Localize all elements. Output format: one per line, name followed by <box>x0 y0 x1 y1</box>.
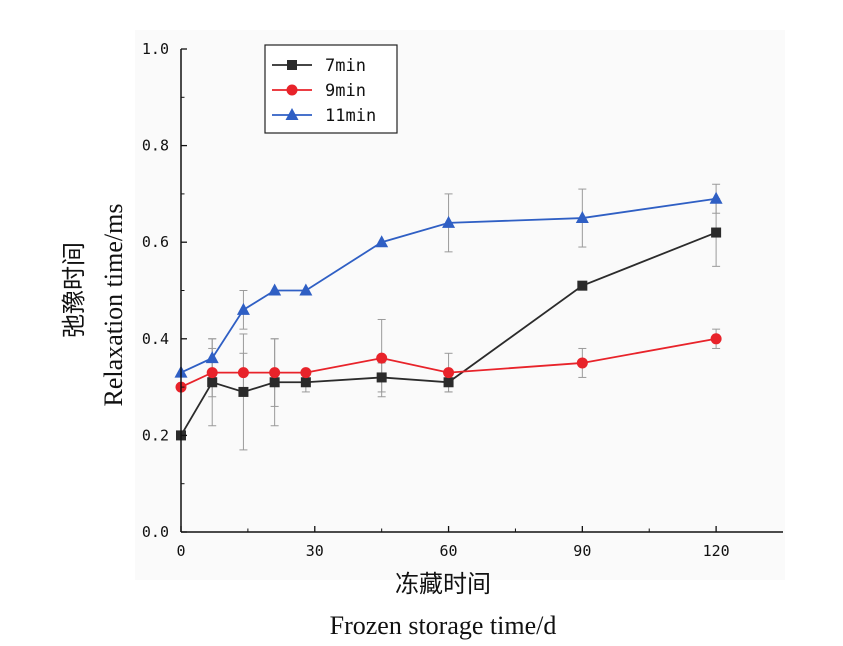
data-point-9min <box>710 333 722 345</box>
y-tick-label: 0.2 <box>142 426 169 444</box>
legend: 7min 9min 11min <box>264 44 398 134</box>
data-point-11min <box>205 351 219 364</box>
data-point-9min <box>443 367 455 379</box>
data-point-11min <box>236 302 250 315</box>
legend-marker-7min <box>287 60 297 70</box>
x-tick-label: 90 <box>573 542 591 560</box>
y-tick-label: 0.0 <box>142 523 169 541</box>
y-tick-label: 0.8 <box>142 137 169 155</box>
legend-label-11min: 11min <box>325 106 376 126</box>
data-point-7min <box>300 377 311 388</box>
data-point-11min <box>299 283 313 296</box>
y-axis-label-cn: 弛豫时间 <box>61 242 88 338</box>
legend-marker-9min <box>286 84 298 96</box>
data-point-7min <box>577 280 588 291</box>
y-tick-label: 0.6 <box>142 233 169 251</box>
data-point-7min <box>711 227 722 238</box>
data-point-7min <box>238 386 249 397</box>
data-point-11min <box>375 235 389 248</box>
data-point-7min <box>269 377 280 388</box>
data-point-9min <box>206 367 218 379</box>
data-point-9min <box>269 367 281 379</box>
axes: 0.0 0.2 0.4 0.6 0.8 1.0 0 30 60 90 120 <box>142 40 783 560</box>
x-tick-label: 0 <box>176 542 185 560</box>
y-tick-label: 0.4 <box>142 330 169 348</box>
data-point-11min <box>442 215 456 228</box>
data-point-11min <box>268 283 282 296</box>
y-tick-label: 1.0 <box>142 40 169 58</box>
x-tick-label: 60 <box>440 542 458 560</box>
data-point-11min <box>709 191 723 204</box>
x-tick-label: 120 <box>703 542 730 560</box>
legend-label-7min: 7min <box>325 56 366 76</box>
chart-background <box>135 30 785 580</box>
x-axis-label-cn: 冻藏时间 <box>395 571 491 598</box>
data-point-7min <box>207 377 218 388</box>
data-point-9min <box>376 352 388 364</box>
x-axis-label-en: Frozen storage time/d <box>330 611 557 640</box>
data-point-11min <box>575 211 589 224</box>
legend-label-9min: 9min <box>325 81 366 101</box>
plot-area <box>174 183 723 451</box>
y-axis-label-en: Relaxation time/ms <box>99 204 128 407</box>
legend-marker-11min <box>285 108 299 120</box>
data-point-7min <box>443 377 454 388</box>
data-point-9min <box>300 367 312 379</box>
x-tick-label: 30 <box>306 542 324 560</box>
data-point-9min <box>576 357 588 369</box>
data-point-7min <box>376 372 387 383</box>
data-point-9min <box>237 367 249 379</box>
